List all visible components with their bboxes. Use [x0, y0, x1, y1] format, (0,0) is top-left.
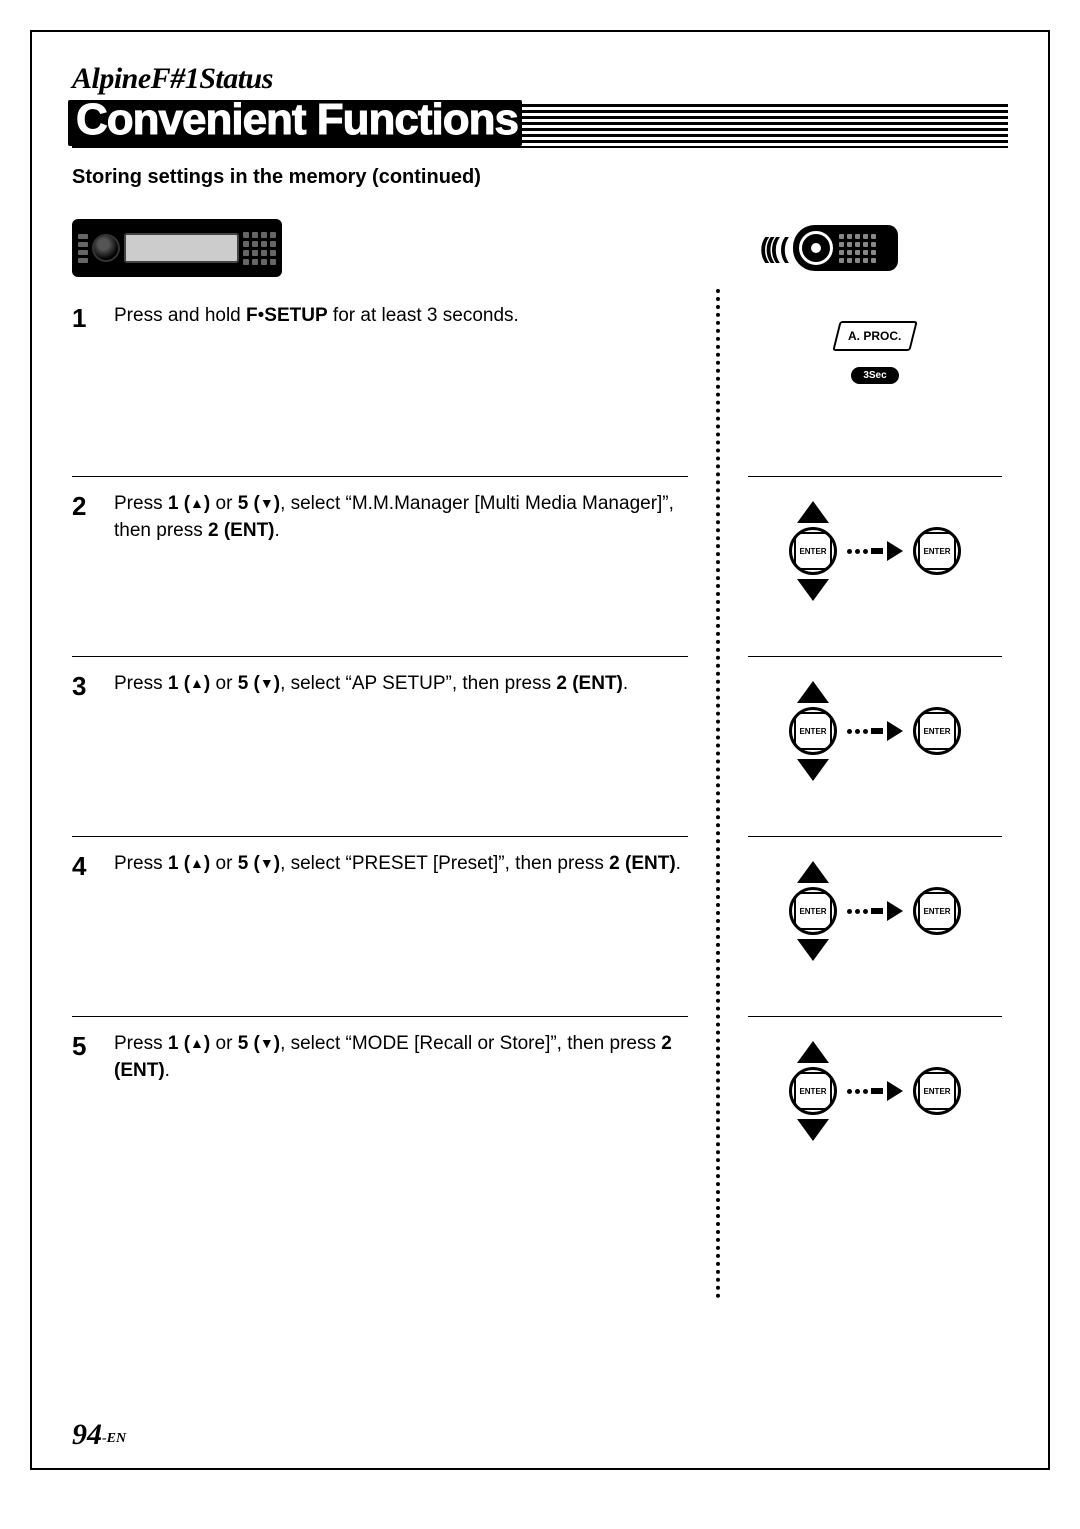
- head-unit-knob-icon: [92, 234, 120, 262]
- step-number: 2: [72, 491, 96, 642]
- enter-navigation-cluster: ENTER ENTER: [789, 861, 961, 961]
- down-arrow-icon: [797, 759, 829, 781]
- then-arrow-icon: [847, 541, 903, 561]
- divider-column: [688, 289, 748, 1177]
- then-arrow-icon: [847, 901, 903, 921]
- down-arrow-icon: [797, 939, 829, 961]
- signal-waves-icon: ((( (: [760, 232, 785, 264]
- remote-step-graphic: ENTER ENTER: [748, 1017, 1002, 1177]
- down-arrow-icon: [797, 1119, 829, 1141]
- remote-group: ((( (: [760, 225, 898, 271]
- chapter-title: Convenient Functions: [72, 98, 526, 142]
- chapter-title-band: Convenient Functions: [72, 98, 1008, 148]
- step-row: 4 Press 1 (▲) or 5 (▼), select “PRESET […: [72, 837, 688, 1017]
- step-text: Press 1 (▲) or 5 (▼), select “PRESET [Pr…: [114, 851, 681, 1002]
- head-unit-left-buttons: [78, 234, 88, 263]
- remote-step-graphic: ENTER ENTER: [748, 837, 1002, 1017]
- enter-button-icon: ENTER: [913, 1067, 961, 1115]
- enter-button-icon: ENTER: [789, 707, 837, 755]
- up-arrow-icon: [797, 1041, 829, 1063]
- step-row: 3 Press 1 (▲) or 5 (▼), select “AP SETUP…: [72, 657, 688, 837]
- content-columns: 1 Press and hold F•SETUP for at least 3 …: [72, 289, 1008, 1177]
- step-text: Press 1 (▲) or 5 (▼), select “AP SETUP”,…: [114, 671, 628, 822]
- step-text: Press and hold F•SETUP for at least 3 se…: [114, 303, 519, 462]
- remote-dpad-icon: [799, 231, 833, 265]
- devices-row: ((( (: [72, 219, 1008, 277]
- remote-step-graphic: A. PROC. 3Sec: [748, 289, 1002, 477]
- enter-button-icon: ENTER: [913, 887, 961, 935]
- enter-button-icon: ENTER: [789, 527, 837, 575]
- hold-duration-pill: 3Sec: [851, 367, 898, 384]
- head-unit-display-icon: [124, 233, 239, 263]
- step-row: 1 Press and hold F•SETUP for at least 3 …: [72, 289, 688, 477]
- steps-column: 1 Press and hold F•SETUP for at least 3 …: [72, 289, 688, 1177]
- step-row: 2 Press 1 (▲) or 5 (▼), select “M.M.Mana…: [72, 477, 688, 657]
- remote-step-graphic: ENTER ENTER: [748, 477, 1002, 657]
- enter-button-icon: ENTER: [789, 1067, 837, 1115]
- down-arrow-icon: [797, 579, 829, 601]
- step-number: 5: [72, 1031, 96, 1163]
- step-text: Press 1 (▲) or 5 (▼), select “M.M.Manage…: [114, 491, 688, 642]
- remote-buttons-icon: [839, 234, 898, 263]
- vertical-dotted-divider: [716, 289, 720, 1299]
- up-arrow-icon: [797, 681, 829, 703]
- enter-navigation-cluster: ENTER ENTER: [789, 681, 961, 781]
- head-unit-icon: [72, 219, 282, 277]
- step-row: 5 Press 1 (▲) or 5 (▼), select “MODE [Re…: [72, 1017, 688, 1177]
- brand-logo: AlpineF#1Status: [72, 62, 1008, 96]
- manual-page: AlpineF#1Status Convenient Functions Sto…: [30, 30, 1050, 1470]
- enter-button-icon: ENTER: [913, 707, 961, 755]
- remote-illustrations-column: A. PROC. 3Sec ENTER ENTER: [748, 289, 1008, 1177]
- up-arrow-icon: [797, 501, 829, 523]
- head-unit-grid-buttons: [243, 232, 276, 265]
- section-title: Storing settings in the memory (continue…: [72, 166, 1008, 189]
- enter-button-icon: ENTER: [913, 527, 961, 575]
- then-arrow-icon: [847, 1081, 903, 1101]
- enter-navigation-cluster: ENTER ENTER: [789, 501, 961, 601]
- remote-step-graphic: ENTER ENTER: [748, 657, 1002, 837]
- step-number: 1: [72, 303, 96, 462]
- enter-button-icon: ENTER: [789, 887, 837, 935]
- step-number: 3: [72, 671, 96, 822]
- aproc-button-icon: A. PROC.: [832, 321, 917, 351]
- page-number: 94-EN: [72, 1418, 126, 1452]
- then-arrow-icon: [847, 721, 903, 741]
- up-arrow-icon: [797, 861, 829, 883]
- step-number: 4: [72, 851, 96, 1002]
- step-text: Press 1 (▲) or 5 (▼), select “MODE [Reca…: [114, 1031, 688, 1163]
- remote-control-icon: [793, 225, 898, 271]
- enter-navigation-cluster: ENTER ENTER: [789, 1041, 961, 1141]
